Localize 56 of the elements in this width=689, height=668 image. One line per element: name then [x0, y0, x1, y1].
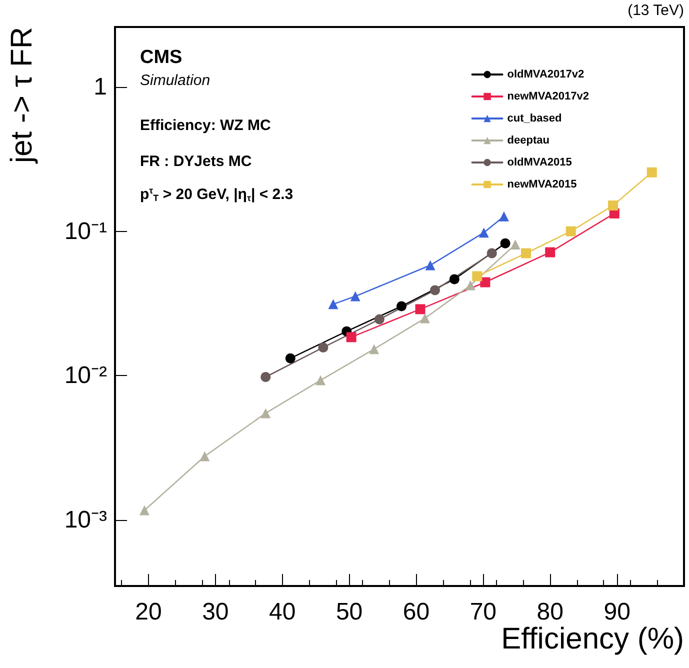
point	[260, 372, 271, 382]
point	[425, 260, 436, 270]
point	[430, 285, 440, 296]
point	[139, 505, 150, 516]
text: (13 TeV)	[628, 2, 684, 19]
point	[396, 301, 407, 312]
point	[350, 291, 360, 302]
y-tick-label: 1	[94, 73, 107, 100]
x-tick-label: 50	[336, 598, 363, 626]
annotation: Simulation	[140, 72, 210, 89]
point	[486, 248, 497, 258]
point	[415, 304, 426, 314]
legend-label: oldMVA2017v2	[507, 68, 584, 80]
y-axis-title: jet -> τ FR	[6, 27, 38, 164]
x-tick-label: 40	[269, 598, 296, 626]
x-axis-title: Efficiency (%)	[501, 622, 684, 656]
point	[328, 299, 338, 310]
point	[420, 313, 430, 324]
x-tick-label: 60	[402, 598, 430, 626]
annotation: CMS	[140, 47, 182, 68]
point	[472, 271, 482, 282]
legend-label: newMVA2017v2	[507, 90, 590, 102]
annotation: FR : DYJets MC	[140, 153, 252, 170]
point	[608, 200, 618, 210]
legend-label: newMVA2015	[507, 178, 577, 190]
x-tick-label: 20	[135, 598, 162, 626]
legend-label: cut_based	[507, 112, 562, 124]
x-tick-label: 30	[202, 598, 229, 626]
y-tick-label: 10⁻¹	[64, 218, 108, 245]
y-tick-label: 10⁻²	[64, 362, 108, 390]
point	[200, 451, 210, 462]
point	[521, 248, 532, 258]
x-tick-label: 70	[470, 598, 497, 626]
point	[318, 342, 328, 352]
point	[646, 167, 657, 178]
point	[346, 332, 356, 342]
point	[478, 228, 489, 238]
x-tick-label: 90	[604, 598, 630, 626]
annotation: Efficiency: WZ MC	[140, 117, 272, 134]
y-tick-label: 10⁻³	[64, 506, 108, 534]
point	[374, 314, 384, 324]
point	[480, 277, 490, 288]
point	[510, 240, 520, 250]
legend-label: oldMVA2015	[507, 156, 572, 168]
legend-label: deeptau	[507, 134, 550, 146]
point	[285, 353, 296, 364]
point	[465, 280, 476, 290]
x-tick-label: 80	[536, 598, 564, 626]
point	[566, 226, 576, 236]
point	[500, 238, 510, 248]
point	[498, 211, 509, 222]
point	[369, 344, 380, 354]
point	[260, 408, 271, 418]
point	[316, 375, 326, 386]
point	[449, 274, 460, 284]
point	[545, 247, 556, 258]
